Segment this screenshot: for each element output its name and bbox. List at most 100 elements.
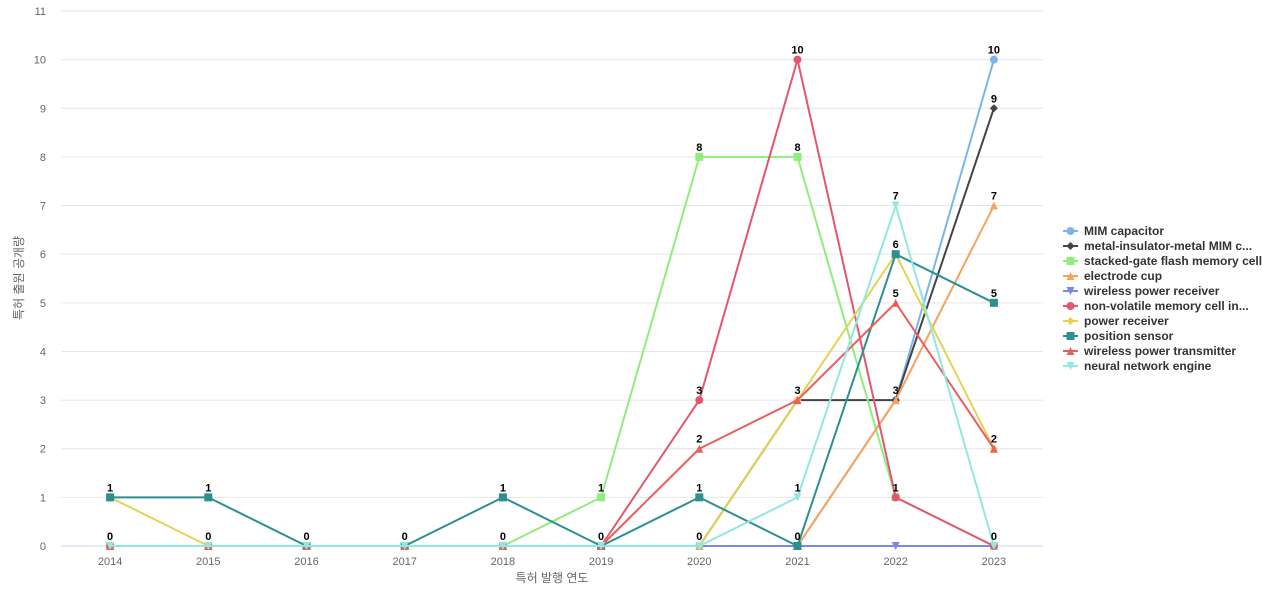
data-point[interactable] bbox=[695, 152, 704, 161]
legend-item[interactable]: wireless power receiver bbox=[1063, 284, 1220, 298]
data-point[interactable] bbox=[597, 493, 606, 502]
data-point[interactable] bbox=[400, 542, 409, 550]
legend-item[interactable]: electrode cup bbox=[1063, 269, 1162, 283]
data-label: 9 bbox=[991, 93, 997, 105]
x-tick-label: 2014 bbox=[98, 556, 122, 568]
legend-label: MIM capacitor bbox=[1084, 224, 1164, 238]
legend-marker[interactable] bbox=[1066, 317, 1075, 325]
data-point[interactable] bbox=[989, 298, 998, 307]
legend-item[interactable]: non-volatile memory cell in... bbox=[1063, 299, 1249, 313]
data-label: 1 bbox=[598, 482, 604, 494]
legend-item[interactable]: MIM capacitor bbox=[1063, 224, 1164, 238]
data-label: 0 bbox=[500, 531, 506, 543]
data-point[interactable] bbox=[695, 493, 704, 502]
series-10 bbox=[106, 201, 998, 550]
data-label: 1 bbox=[500, 482, 506, 494]
data-point[interactable] bbox=[498, 542, 507, 550]
data-point[interactable] bbox=[989, 542, 998, 550]
y-tick-label: 1 bbox=[40, 492, 46, 504]
data-label: 1 bbox=[205, 482, 211, 494]
data-point[interactable] bbox=[989, 444, 998, 453]
data-point[interactable] bbox=[106, 493, 115, 502]
data-label: 2 bbox=[696, 434, 702, 446]
legend-item[interactable]: metal-insulator-metal MIM c... bbox=[1063, 239, 1252, 253]
x-tick-label: 2021 bbox=[785, 556, 809, 568]
data-label: 0 bbox=[303, 531, 309, 543]
legend-marker[interactable] bbox=[1066, 302, 1075, 310]
data-point[interactable] bbox=[793, 542, 802, 550]
data-point[interactable] bbox=[989, 104, 998, 113]
legend-item[interactable]: stacked-gate flash memory cell bbox=[1063, 254, 1262, 268]
legend-item[interactable]: position sensor bbox=[1063, 329, 1174, 343]
y-tick-label: 0 bbox=[40, 541, 46, 553]
data-point[interactable] bbox=[891, 298, 900, 307]
x-axis-title: 특허 발행 연도 bbox=[516, 570, 589, 585]
data-point[interactable] bbox=[989, 201, 998, 210]
legend-marker[interactable] bbox=[1066, 347, 1075, 355]
data-label: 0 bbox=[598, 531, 604, 543]
legend-item[interactable]: neural network engine bbox=[1063, 359, 1212, 373]
legend-marker[interactable] bbox=[1066, 242, 1075, 250]
data-label: 0 bbox=[402, 531, 408, 543]
x-tick-label: 2022 bbox=[883, 556, 907, 568]
data-label: 0 bbox=[794, 531, 800, 543]
y-tick-label: 11 bbox=[35, 6, 46, 18]
data-label: 1 bbox=[893, 482, 899, 494]
x-tick-label: 2019 bbox=[589, 556, 613, 568]
data-label: 0 bbox=[107, 531, 113, 543]
y-tick-label: 7 bbox=[40, 201, 46, 213]
legend-label: neural network engine bbox=[1084, 359, 1212, 373]
legend-marker[interactable] bbox=[1066, 227, 1075, 235]
data-label: 0 bbox=[991, 531, 997, 543]
data-point[interactable] bbox=[793, 55, 802, 64]
data-point[interactable] bbox=[891, 201, 900, 210]
legend-marker[interactable] bbox=[1066, 272, 1075, 280]
legend-marker[interactable] bbox=[1066, 287, 1075, 295]
data-point[interactable] bbox=[891, 542, 900, 550]
y-tick-label: 8 bbox=[40, 152, 46, 164]
data-point[interactable] bbox=[793, 396, 802, 405]
legend-marker[interactable] bbox=[1066, 257, 1075, 265]
series-lines bbox=[106, 55, 998, 550]
data-point[interactable] bbox=[695, 542, 704, 550]
data-point[interactable] bbox=[106, 542, 115, 550]
legend-item[interactable]: wireless power transmitter bbox=[1063, 344, 1236, 358]
legend-label: wireless power transmitter bbox=[1083, 344, 1236, 358]
series-line bbox=[110, 107, 995, 547]
data-point[interactable] bbox=[302, 542, 311, 550]
data-point[interactable] bbox=[695, 444, 704, 453]
x-tick-label: 2020 bbox=[687, 556, 711, 568]
data-point[interactable] bbox=[891, 250, 900, 259]
data-label: 1 bbox=[696, 482, 702, 494]
data-point[interactable] bbox=[204, 493, 213, 502]
legend-marker[interactable] bbox=[1066, 332, 1075, 340]
y-tick-label: 2 bbox=[40, 444, 46, 456]
legend-label: power receiver bbox=[1084, 314, 1169, 328]
data-point[interactable] bbox=[793, 493, 802, 502]
data-point[interactable] bbox=[891, 396, 900, 405]
data-point[interactable] bbox=[204, 542, 213, 550]
legend-marker[interactable] bbox=[1066, 362, 1075, 370]
legend-label: metal-insulator-metal MIM c... bbox=[1084, 239, 1252, 253]
data-point[interactable] bbox=[695, 396, 704, 405]
y-axis-title: 특허 출원 공개량 bbox=[12, 236, 26, 320]
data-label: 8 bbox=[696, 142, 702, 154]
y-tick-label: 3 bbox=[40, 395, 46, 407]
data-label: 3 bbox=[794, 385, 800, 397]
x-tick-label: 2018 bbox=[491, 556, 515, 568]
data-point[interactable] bbox=[597, 542, 606, 550]
legend-item[interactable]: power receiver bbox=[1063, 314, 1169, 328]
data-label: 8 bbox=[794, 142, 800, 154]
y-axis: 0 1 2 3 4 5 6 7 8 9 10 11 bbox=[34, 6, 46, 553]
x-tick-label: 2015 bbox=[196, 556, 220, 568]
data-point[interactable] bbox=[891, 493, 900, 502]
series-line bbox=[110, 301, 995, 547]
data-point[interactable] bbox=[989, 55, 998, 64]
data-point[interactable] bbox=[498, 493, 507, 502]
legend-label: stacked-gate flash memory cell bbox=[1084, 254, 1262, 268]
data-label: 10 bbox=[988, 45, 1000, 57]
data-point[interactable] bbox=[793, 152, 802, 161]
series-2 bbox=[106, 104, 998, 550]
